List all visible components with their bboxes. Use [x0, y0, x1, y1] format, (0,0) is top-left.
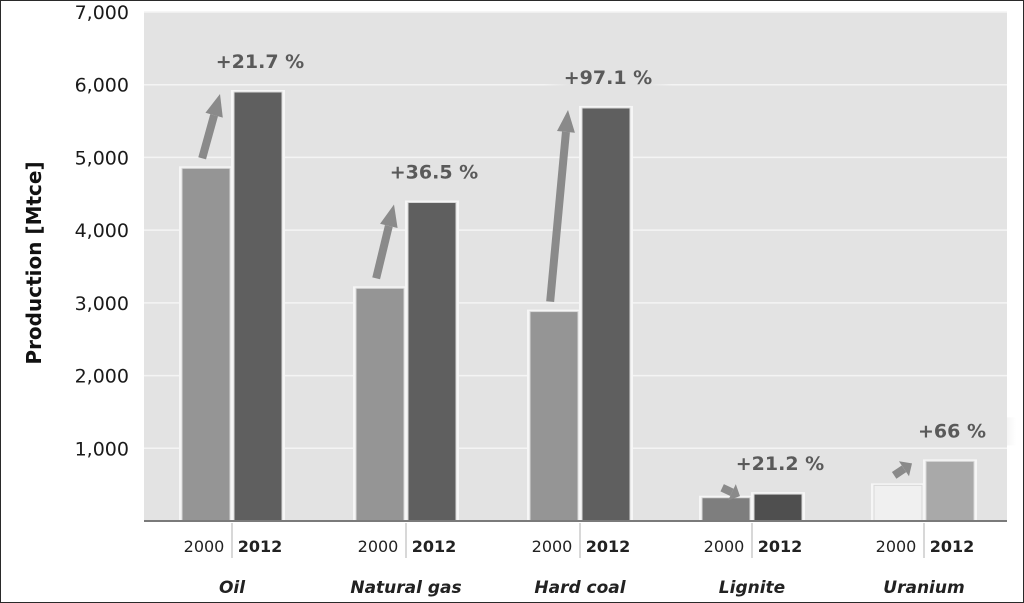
growth-arrow	[198, 93, 223, 160]
growth-arrow	[891, 461, 912, 479]
growth-arrow-head	[728, 484, 740, 501]
growth-label: +66 %	[918, 420, 986, 442]
year-label-2012: 2012	[758, 537, 803, 556]
year-label-2000: 2000	[358, 537, 399, 556]
growth-arrow	[720, 484, 740, 501]
bar-2012-natural-gas	[407, 202, 457, 522]
growth-arrow-shaft	[546, 131, 570, 302]
growth-annotations: +21.7 % +36.5 % +97.1 % +21.2 % +66 %	[196, 47, 1016, 501]
annotation-bg	[370, 158, 498, 187]
bars	[179, 89, 977, 522]
year-label-2000: 2000	[876, 537, 917, 556]
category-label: Hard coal	[534, 578, 626, 598]
category-label: Natural gas	[350, 578, 461, 598]
bar-2000-natural-gas	[355, 287, 405, 522]
growth-arrow-head	[380, 204, 398, 229]
bar-2012-lignite	[753, 493, 803, 522]
growth-arrow-head	[898, 461, 912, 477]
y-axis-ticks: 1,000 2,000 3,000 4,000 5,000 6,000 7,000	[75, 2, 129, 460]
category-label: Uranium	[883, 578, 964, 598]
category-label: Oil	[219, 578, 246, 598]
year-label-2012: 2012	[238, 537, 283, 556]
growth-arrow-shaft	[372, 224, 393, 280]
annotation-bg	[196, 47, 324, 76]
growth-label: +21.2 %	[736, 453, 824, 475]
bar-2000-lignite	[701, 497, 751, 522]
growth-label: +36.5 %	[390, 162, 478, 184]
annotation-bg	[716, 450, 844, 479]
growth-arrow-shaft	[891, 465, 907, 479]
y-tick-label: 3,000	[75, 293, 129, 315]
growth-label: +97.1 %	[564, 67, 652, 89]
growth-arrow-head	[556, 109, 575, 133]
growth-arrow-shaft	[720, 484, 734, 496]
year-label-2012: 2012	[412, 537, 457, 556]
y-tick-label: 7,000	[75, 2, 129, 24]
growth-arrow	[372, 204, 398, 280]
bar-2012-oil	[233, 91, 283, 522]
y-axis-title: Production [Mtce]	[22, 161, 46, 364]
bar-2000-uranium	[873, 484, 923, 522]
year-label-2012: 2012	[586, 537, 631, 556]
year-label-2000: 2000	[184, 537, 225, 556]
bar-2012-uranium	[925, 460, 975, 522]
annotation-bg	[544, 63, 672, 92]
growth-arrow	[546, 109, 575, 302]
y-tick-label: 6,000	[75, 75, 129, 97]
growth-arrow-head	[205, 93, 223, 118]
x-axis-labels: 2000 2012 Oil 2000 2012 Natural gas 2000 2012 Ha…	[184, 523, 975, 598]
bar-2000-hard-coal	[529, 311, 579, 522]
year-label-2012: 2012	[930, 537, 975, 556]
y-tick-label: 2,000	[75, 366, 129, 388]
annotation-bg	[888, 417, 1016, 446]
bar-2012-hard-coal	[581, 107, 631, 522]
year-label-2000: 2000	[532, 537, 573, 556]
y-tick-label: 5,000	[75, 147, 129, 169]
bar-2000-oil	[181, 167, 231, 522]
year-label-2000: 2000	[704, 537, 745, 556]
y-tick-label: 4,000	[75, 220, 129, 242]
growth-arrow-shaft	[198, 114, 218, 160]
category-label: Lignite	[719, 578, 785, 598]
growth-label: +21.7 %	[216, 51, 304, 73]
y-tick-label: 1,000	[75, 438, 129, 460]
